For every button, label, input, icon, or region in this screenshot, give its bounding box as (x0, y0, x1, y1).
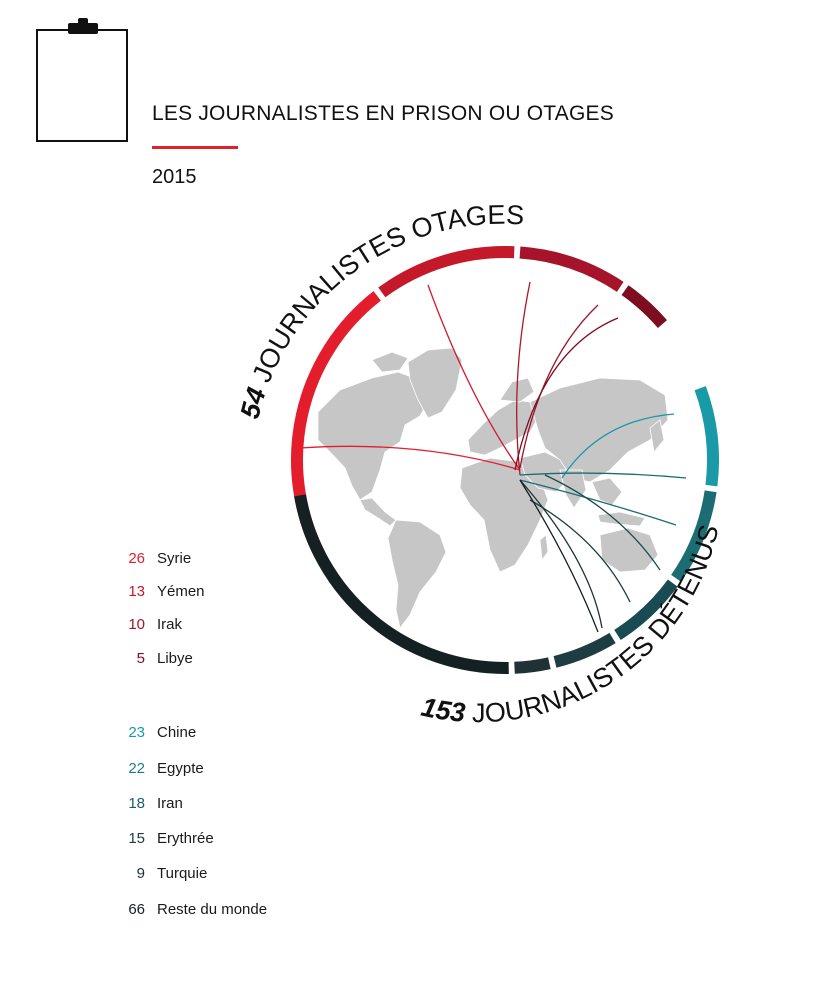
legend-value: 66 (128, 900, 145, 918)
chord-links (299, 281, 687, 633)
group-arcs (291, 246, 719, 674)
map-north-america (317, 371, 431, 501)
page-title: LES JOURNALISTES EN PRISON OU OTAGES (152, 102, 614, 125)
chord-turquie (519, 479, 603, 629)
map-arctic-islands (371, 351, 409, 373)
map-japan (649, 419, 665, 453)
legend-label: Egypte (157, 759, 204, 777)
chord-libye (514, 317, 619, 471)
legend-label: Reste du monde (157, 900, 268, 918)
chord-iran (544, 474, 661, 571)
chord-syrie-2 (427, 284, 521, 471)
chord-syrie-1 (299, 445, 521, 471)
detained-arc-label: 153 JOURNALISTES DÉTENUS (419, 522, 725, 729)
title-divider (152, 146, 238, 149)
chord-egypte-1 (519, 472, 687, 479)
legend-label: Libye (157, 649, 193, 667)
detained-arc-turquie (514, 657, 551, 674)
legend-item-irak: 10 Irak (100, 614, 182, 634)
map-greenland (407, 347, 463, 419)
map-europe (467, 399, 539, 456)
legend-item-chine: 23 Chine (100, 722, 196, 742)
legend-label: Chine (157, 723, 197, 741)
detained-arc-erythrée (553, 632, 616, 668)
legend-value: 18 (128, 794, 145, 812)
chord-egypte-2 (519, 479, 677, 526)
legend-item-egypte: 22 Egypte (100, 758, 204, 778)
legend-item-erythree: 15 Erythrée (100, 828, 214, 848)
map-australia (599, 527, 659, 573)
detained-arc-iran (614, 579, 678, 640)
map-madagascar (539, 534, 549, 562)
legend-item-reste-du-monde: 66 Reste du monde (100, 899, 267, 919)
detained-arc-reste-du-monde (294, 494, 509, 674)
chord-chine (561, 413, 675, 479)
map-middle-east (519, 451, 569, 493)
legend-value: 10 (128, 615, 145, 633)
legend-item-syrie: 26 Syrie (100, 548, 191, 568)
legend-label: Erythrée (157, 829, 214, 847)
year-label: 2015 (152, 166, 197, 188)
legend-value: 5 (136, 649, 145, 667)
chord-erythree (529, 499, 631, 603)
detained-arc-egypte (671, 490, 717, 582)
map-central-america (359, 497, 397, 527)
map-asia (529, 377, 669, 483)
clipboard-clip-icon (68, 18, 98, 34)
legend-value: 15 (128, 829, 145, 847)
legend-value: 23 (128, 723, 145, 741)
hostage-arc-libye (621, 285, 667, 329)
legend-label: Yémen (157, 582, 205, 600)
chord-reste (519, 479, 599, 633)
map-southeast-asia (591, 477, 623, 506)
chord-irak (519, 304, 599, 469)
legend-item-yemen: 13 Yémen (100, 581, 205, 601)
legend-label: Turquie (157, 864, 208, 882)
legend-value: 9 (136, 864, 145, 882)
legend-value: 26 (128, 549, 145, 567)
detained-arc-chine (694, 386, 719, 487)
legend-value: 22 (128, 759, 145, 777)
map-indonesia (597, 511, 646, 527)
legend-item-turquie: 9 Turquie (100, 863, 208, 883)
hostage-arc-yémen (378, 246, 515, 298)
legend-item-libye: 5 Libye (100, 648, 193, 668)
chord-yemen (516, 281, 531, 476)
world-map (317, 347, 669, 629)
clipboard-icon (36, 29, 128, 142)
detained-total: 153 (419, 692, 467, 728)
legend-label: Syrie (157, 549, 192, 567)
legend-value: 13 (128, 582, 145, 600)
hostage-arc-irak (519, 246, 624, 292)
legend-label: Iran (157, 794, 183, 812)
legend-item-iran: 18 Iran (100, 793, 183, 813)
legend-label: Irak (157, 615, 183, 633)
map-south-america (387, 519, 447, 629)
